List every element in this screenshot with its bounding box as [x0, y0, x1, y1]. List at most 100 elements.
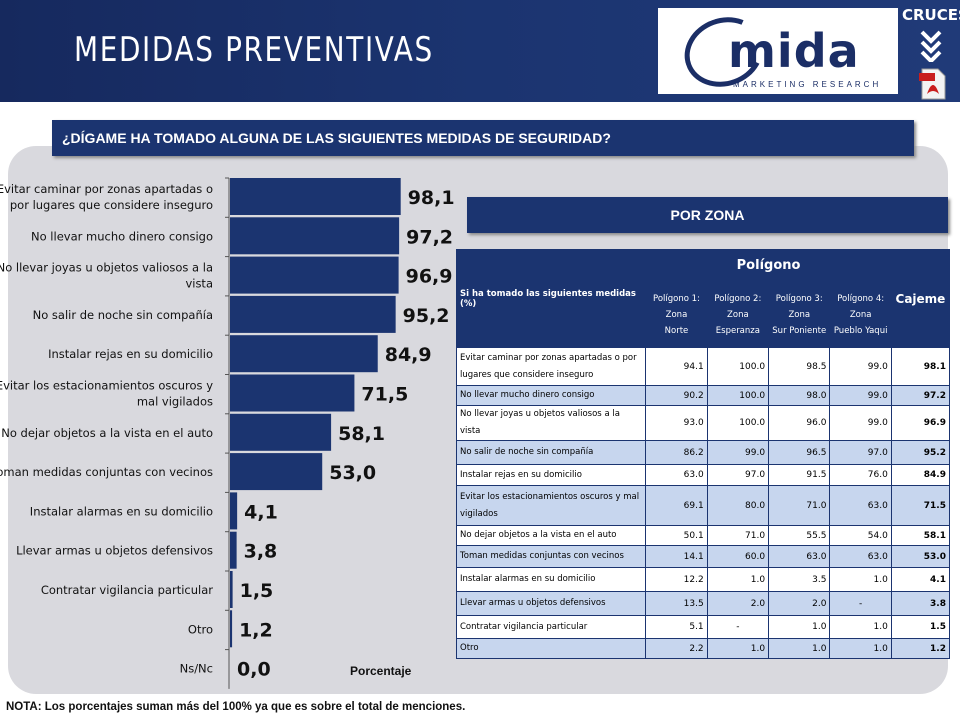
category-label: Instalar rejas en su domicilio	[48, 347, 213, 361]
cell-value: 97.0	[829, 440, 892, 465]
cell-value: 1.0	[829, 567, 892, 592]
cell-value: 3.5	[768, 567, 831, 592]
cell-value: 55.5	[768, 525, 831, 546]
cell-value: 97.0	[706, 464, 770, 486]
cell-value: 1.0	[768, 638, 831, 659]
cell-value: 98.0	[768, 385, 831, 406]
data-label: 1,2	[239, 619, 273, 641]
data-label: 53,0	[329, 462, 376, 484]
cell-value: 76.0	[829, 464, 892, 486]
bar	[230, 256, 399, 294]
cell-value: 86.2	[645, 440, 708, 465]
data-label: 58,1	[338, 423, 385, 445]
cell-value: 71.0	[706, 525, 770, 546]
cell-value: 60.0	[706, 545, 770, 568]
total-header: Cajeme	[890, 249, 951, 348]
category-label: No dejar objetos a la vista en el auto	[1, 426, 213, 440]
cell-value: -	[829, 591, 892, 616]
row-label: No salir de noche sin compañía	[455, 440, 647, 465]
row-label: Toman medidas conjuntas con vecinos	[455, 545, 647, 568]
cajeme-value: 4.1	[890, 567, 951, 592]
category-label: Ns/Nc	[180, 662, 213, 676]
category-label: No llevar mucho dinero consigo	[31, 229, 213, 243]
cell-value: 50.1	[645, 525, 708, 546]
cajeme-value: 96.9	[890, 405, 951, 441]
cell-value: 99.0	[829, 385, 892, 406]
cell-value: -	[706, 615, 770, 639]
cell-value: 100.0	[706, 347, 770, 386]
category-label: Evitar los estacionamientos oscuros y mal…	[0, 379, 213, 409]
data-label: 0,0	[237, 659, 271, 681]
cell-value: 63.0	[768, 545, 831, 568]
cajeme-value: 53.0	[890, 545, 951, 568]
data-label: 97,2	[406, 226, 453, 248]
question-banner: ¿DÍGAME HA TOMADO ALGUNA DE LAS SIGUIENT…	[52, 120, 914, 156]
row-label: No dejar objetos a la vista en el auto	[455, 525, 647, 546]
cell-value: 99.0	[706, 440, 770, 465]
data-label: 98,1	[408, 187, 455, 209]
row-label: Contratar vigilancia particular	[455, 615, 647, 639]
cell-value: 2.2	[645, 638, 708, 659]
category-label: Instalar alarmas en su domicilio	[30, 504, 213, 518]
table-row: No llevar mucho dinero consigo 90.2 100.0 9…	[455, 385, 951, 406]
bar	[230, 335, 378, 373]
bar	[230, 610, 233, 648]
logo-name: mida	[728, 24, 860, 78]
category-label: Contratar vigilancia particular	[41, 583, 213, 597]
cajeme-value: 58.1	[890, 525, 951, 546]
cajeme-value: 97.2	[890, 385, 951, 406]
cell-value: 1.0	[706, 638, 770, 659]
zona-banner: POR ZONA	[467, 197, 948, 233]
bar	[230, 413, 332, 451]
bar	[230, 178, 401, 215]
row-label: No llevar mucho dinero consigo	[455, 385, 647, 406]
cruces-link[interactable]: CRUCES	[902, 6, 960, 24]
row-label: Instalar alarmas en su domicilio	[455, 567, 647, 592]
pdf-icon[interactable]	[918, 68, 948, 100]
cell-value: 91.5	[768, 464, 831, 486]
cell-value: 100.0	[706, 385, 770, 406]
cell-value: 63.0	[645, 464, 708, 486]
table-row: Evitar los estacionamientos oscuros y ma…	[455, 485, 951, 526]
cell-value: 1.0	[768, 615, 831, 639]
category-label: No salir de noche sin compañía	[33, 308, 213, 322]
cell-value: 12.2	[645, 567, 708, 592]
chevron-down-icon[interactable]	[918, 28, 944, 62]
row-header: Si ha tomado las siguientes medidas (%)	[455, 249, 647, 348]
cell-value: 13.5	[645, 591, 708, 616]
category-label: Otro	[188, 622, 213, 636]
cell-value: 94.1	[645, 347, 708, 386]
column-header: Polígono 1: Zona Norte	[645, 281, 708, 348]
bar	[230, 531, 237, 569]
footnote: NOTA: Los porcentajes suman más del 100%…	[6, 701, 466, 713]
data-label: 1,5	[240, 580, 274, 602]
cell-value: 1.0	[829, 638, 892, 659]
data-label: 95,2	[403, 305, 450, 327]
header-banner: MEDIDAS PREVENTIVAS mida MARKETING RESEA…	[0, 0, 960, 102]
cell-value: 90.2	[645, 385, 708, 406]
cajeme-value: 3.8	[890, 591, 951, 616]
table-row: Toman medidas conjuntas con vecinos 14.1 6…	[455, 545, 951, 568]
zone-table: Si ha tomado las siguientes medidas (%) P…	[455, 249, 951, 659]
row-label: No llevar joyas u objetos valiosos a la …	[455, 405, 647, 441]
x-axis-label: Porcentaje	[350, 664, 412, 678]
data-label: 71,5	[361, 384, 408, 406]
table-row: Contratar vigilancia particular 5.1-1.0 1.…	[455, 615, 951, 639]
cajeme-value: 98.1	[890, 347, 951, 386]
category-label: Evitar caminar por zonas apartadas o por …	[0, 182, 213, 212]
cajeme-value: 71.5	[890, 485, 951, 526]
category-label: No llevar joyas u objetos valiosos a la v…	[0, 261, 213, 291]
table-row: No dejar objetos a la vista en el auto 50…	[455, 525, 951, 546]
table-row: No salir de noche sin compañía 86.2 99.0 96…	[455, 440, 951, 465]
row-label: Llevar armas u objetos defensivos	[455, 591, 647, 616]
cell-value: 63.0	[829, 485, 892, 526]
table-row: Evitar caminar por zonas apartadas o por…	[455, 347, 951, 386]
column-header: Polígono 2: Zona Esperanza	[706, 281, 770, 348]
mida-logo: mida MARKETING RESEARCH	[658, 6, 898, 98]
row-label: Otro	[455, 638, 647, 659]
cell-value: 98.5	[768, 347, 831, 386]
cell-value: 14.1	[645, 545, 708, 568]
cajeme-value: 95.2	[890, 440, 951, 465]
cell-value: 96.0	[768, 405, 831, 441]
bar	[230, 453, 323, 491]
